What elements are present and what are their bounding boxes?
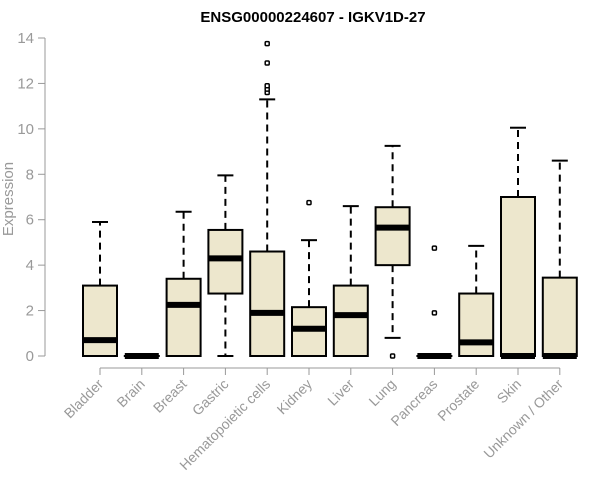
chart-title: ENSG00000224607 - IGKV1D-27 bbox=[200, 9, 425, 26]
box-breast bbox=[165, 210, 202, 357]
box-body bbox=[458, 292, 495, 357]
y-tick-label: 2 bbox=[26, 303, 34, 320]
y-tick-label: 4 bbox=[26, 257, 34, 274]
y-tick-label: 6 bbox=[26, 212, 34, 229]
y-axis: 0 2 4 6 8 10 12 14 bbox=[17, 30, 46, 365]
boxes bbox=[82, 40, 578, 359]
x-tick-label: Lung bbox=[365, 376, 398, 409]
y-axis-label: Expression bbox=[0, 162, 17, 236]
x-tick-label: Brain bbox=[113, 376, 147, 410]
x-tick-label: Liver bbox=[324, 376, 357, 409]
box-body bbox=[249, 250, 286, 357]
box-skin bbox=[500, 126, 536, 359]
y-tick-label: 14 bbox=[17, 30, 34, 47]
box-unknown-other bbox=[541, 159, 578, 359]
y-tick-label: 0 bbox=[26, 348, 34, 365]
box-body bbox=[500, 196, 536, 357]
x-tick-label: Prostate bbox=[434, 376, 482, 424]
box-bladder bbox=[82, 220, 118, 358]
box-gastric bbox=[207, 174, 244, 357]
outlier-point bbox=[389, 353, 396, 359]
outlier-point bbox=[264, 60, 270, 66]
outlier-point bbox=[431, 310, 438, 316]
box-pancreas bbox=[416, 245, 453, 359]
y-tick-label: 12 bbox=[17, 75, 34, 92]
box-body bbox=[374, 206, 411, 267]
y-tick-label: 8 bbox=[26, 166, 34, 183]
x-tick-label: Bladder bbox=[61, 376, 107, 422]
box-prostate bbox=[458, 244, 495, 357]
x-tick-label: Skin bbox=[494, 376, 525, 407]
box-lung bbox=[374, 144, 411, 359]
outlier-point bbox=[306, 199, 312, 206]
box-body bbox=[82, 284, 118, 358]
y-tick-label: 10 bbox=[17, 121, 34, 138]
box-body bbox=[165, 277, 202, 357]
box-body bbox=[332, 284, 369, 358]
x-tick-label: Breast bbox=[150, 376, 190, 416]
box-body bbox=[541, 276, 578, 357]
outlier-point bbox=[431, 245, 438, 251]
box-kidney bbox=[291, 199, 327, 357]
outlier-point bbox=[264, 40, 270, 47]
x-tick-label: Kidney bbox=[274, 376, 316, 418]
box-hematopoietic-cells bbox=[249, 40, 286, 357]
outlier-point bbox=[264, 82, 270, 89]
box-body bbox=[207, 228, 244, 295]
box-liver bbox=[332, 205, 369, 358]
x-tick-label: Unknown / Other bbox=[480, 376, 566, 462]
